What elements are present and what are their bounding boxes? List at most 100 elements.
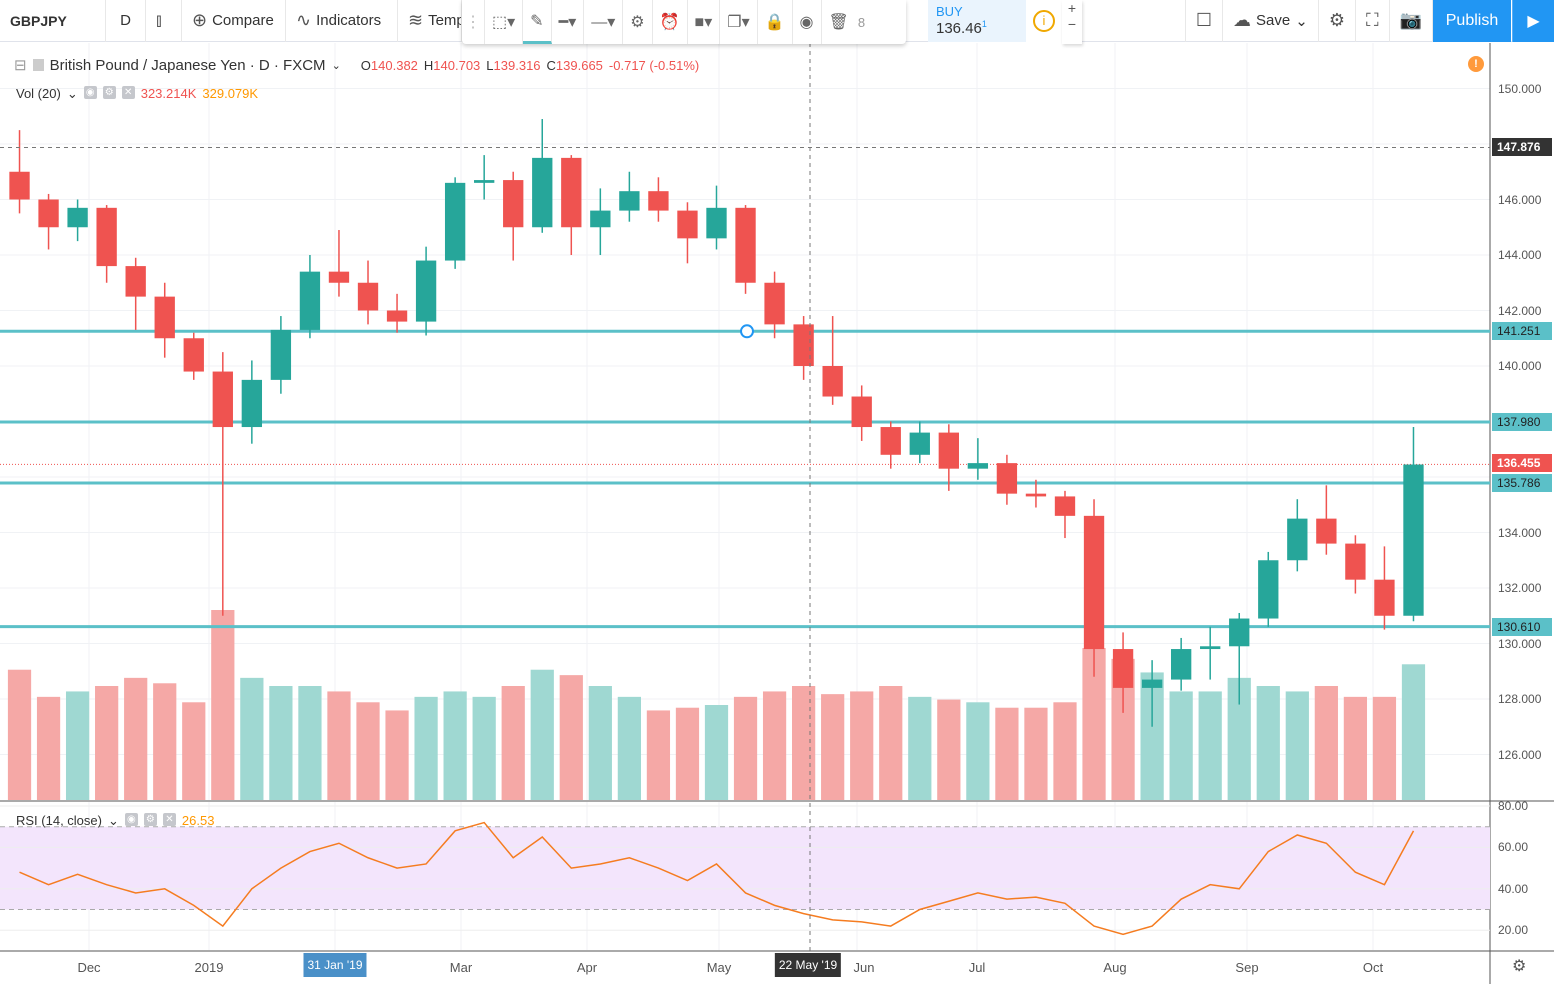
select-icon: ⬚▾: [492, 14, 516, 31]
volume-bar: [762, 691, 787, 800]
candle-body: [183, 338, 204, 372]
zoom-in-button[interactable]: +: [1067, 0, 1077, 16]
hide-tool[interactable]: ◉: [793, 0, 822, 44]
series-title[interactable]: British Pound / Japanese Yen · D · FXCM: [49, 56, 326, 74]
close-icon[interactable]: ✕: [121, 86, 135, 99]
fill-tool[interactable]: ■▾: [688, 0, 721, 44]
alert-badge-icon[interactable]: !: [1468, 56, 1484, 72]
high-label: H: [423, 57, 434, 73]
drawing-settings[interactable]: ⚙: [623, 0, 653, 44]
volume-bar: [1401, 664, 1426, 800]
open-label: O: [360, 57, 371, 73]
series-legend: ⊟ British Pound / Japanese Yen · D · FXC…: [14, 56, 699, 75]
candle-body: [1083, 515, 1105, 650]
eye-icon[interactable]: ◉: [124, 813, 138, 826]
time-tick-label: 2019: [194, 960, 224, 975]
eye-icon[interactable]: ◉: [83, 86, 97, 99]
line-width-tool[interactable]: ━▾: [552, 0, 585, 44]
chart-settings-icon: ⚙: [1512, 958, 1527, 975]
close-icon[interactable]: ✕: [162, 813, 176, 826]
volume-bar: [65, 691, 90, 800]
rectangle-button[interactable]: ☐: [1184, 0, 1224, 42]
candle-body: [706, 207, 727, 239]
volume-bar: [356, 702, 380, 800]
volume-value: 323.214K: [140, 86, 197, 101]
symbol-button[interactable]: GBPJPY: [0, 0, 106, 42]
candle-body: [1258, 560, 1279, 619]
volume-bar: [908, 696, 932, 800]
chart-type-button[interactable]: ⫾: [146, 0, 182, 42]
candle-body: [1025, 493, 1047, 497]
pencil-tool[interactable]: ✎: [523, 0, 552, 44]
rsi-label[interactable]: RSI (14, close): [16, 813, 102, 828]
buy-button[interactable]: BUY 136.461: [928, 0, 1026, 42]
candle-body: [1200, 646, 1221, 650]
crosshair-date-label: 22 May '19: [774, 953, 842, 977]
interval-button[interactable]: D: [106, 0, 146, 42]
compare-button[interactable]: ⊕ Compare: [182, 0, 286, 42]
candle-body: [561, 157, 582, 228]
hline-price-label: 135.786: [1492, 473, 1552, 492]
snapshot-button[interactable]: 📷: [1390, 0, 1433, 42]
alert-tool[interactable]: ⏰: [653, 0, 688, 44]
clone-tool[interactable]: ❐▾: [720, 0, 758, 44]
candles-icon: ⫾: [156, 10, 162, 30]
volume-legend: Vol (20) ⌄ ◉ ⚙ ✕ 323.214K 329.079K: [16, 86, 259, 101]
volume-label[interactable]: Vol (20): [16, 86, 61, 101]
candle-body: [996, 463, 1018, 494]
candle-body: [357, 282, 379, 311]
rsi-tick-label: 60.00: [1498, 840, 1529, 855]
candle-body: [474, 180, 495, 183]
candle-body: [1170, 649, 1192, 680]
cloud-icon: ☁: [1233, 10, 1252, 30]
candle-body: [1403, 464, 1424, 616]
eye-icon: ◉: [799, 14, 814, 31]
candle-body: [822, 366, 843, 397]
candle-body: [1316, 518, 1337, 544]
indicators-icon: ∿: [296, 10, 312, 30]
drag-handle[interactable]: ⋮: [462, 0, 485, 44]
gear-icon[interactable]: ⚙: [143, 813, 157, 826]
gear-icon: ⚙: [1328, 10, 1345, 30]
candle-body: [619, 191, 640, 211]
volume-bar: [879, 686, 903, 800]
candle-body: [154, 296, 175, 339]
line-style-tool[interactable]: —▾: [584, 0, 624, 44]
candle-body: [1141, 679, 1163, 688]
candle-body: [328, 271, 350, 283]
settings-button[interactable]: ⚙: [1319, 0, 1356, 42]
zoom-out-button[interactable]: −: [1067, 16, 1077, 32]
volume-bar: [385, 710, 409, 800]
hline-price-label: 137.980: [1492, 413, 1552, 432]
indicators-button[interactable]: ∿ Indicators: [286, 0, 398, 42]
info-button[interactable]: i: [1026, 0, 1062, 42]
templates-button[interactable]: ≋Templ: [398, 0, 462, 42]
volume-bar: [36, 696, 61, 800]
volume-bar: [821, 694, 845, 800]
symbol-flag-icon: [32, 59, 44, 71]
low-label: L: [486, 57, 494, 73]
candle-body: [938, 432, 959, 469]
select-tool[interactable]: ⬚▾: [485, 0, 524, 44]
gear-icon[interactable]: ⚙: [102, 86, 116, 99]
publish-button[interactable]: Publish: [1433, 0, 1511, 42]
buy-sup: 1: [981, 19, 987, 29]
play-button[interactable]: ▶: [1512, 0, 1554, 42]
candle-body: [270, 329, 292, 380]
volume-bar: [1140, 672, 1164, 800]
lock-tool[interactable]: 🔒: [758, 0, 793, 44]
fullscreen-button[interactable]: ⛶: [1356, 0, 1390, 42]
volume-bar: [1314, 686, 1338, 800]
chevron-down-icon[interactable]: ⌄: [331, 59, 341, 72]
candle-body: [299, 271, 321, 330]
price-tick-label: 128.000: [1498, 692, 1542, 706]
volume-bar: [1169, 691, 1193, 800]
candle-body: [735, 207, 756, 283]
volume-bar: [182, 702, 206, 800]
save-button[interactable]: ☁ Save ⌄: [1223, 0, 1319, 42]
collapse-icon[interactable]: ⊟: [14, 57, 27, 74]
volume-bar: [1256, 686, 1280, 800]
fragment-text: 8: [857, 14, 866, 30]
delete-tool[interactable]: 🗑 8: [822, 0, 873, 44]
